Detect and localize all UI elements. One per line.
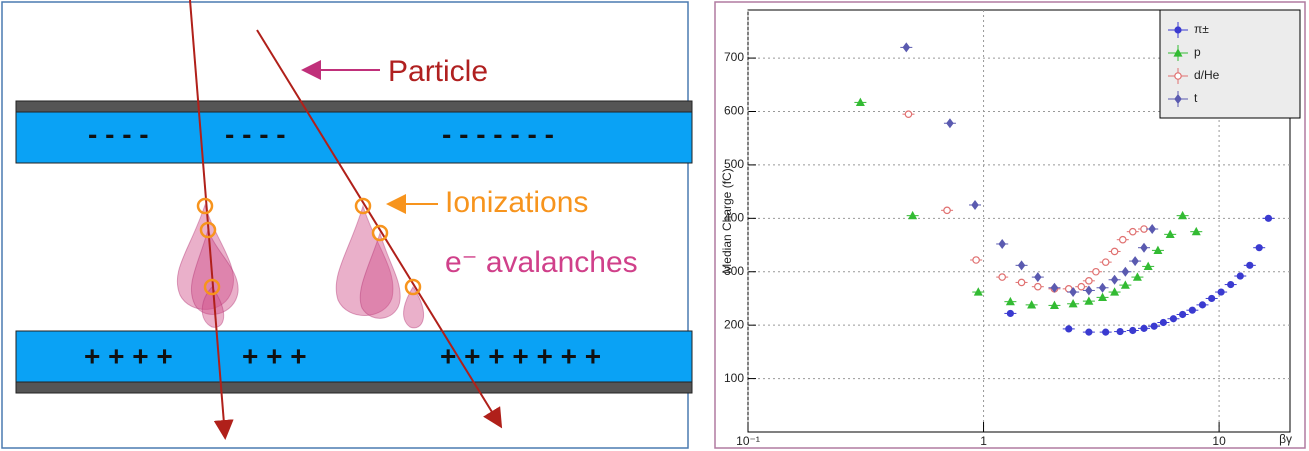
point xyxy=(1130,228,1136,234)
point xyxy=(905,111,911,117)
charge: - - - - - - - xyxy=(442,118,554,149)
point xyxy=(1237,273,1243,279)
charge: - - - - xyxy=(225,118,286,149)
y-tick-label: 400 xyxy=(724,211,744,225)
point xyxy=(1199,302,1205,308)
legend-marker xyxy=(1175,27,1181,33)
point xyxy=(1007,310,1013,316)
y-tick-label: 500 xyxy=(724,157,744,171)
y-tick-label: 100 xyxy=(724,371,744,385)
legend-marker xyxy=(1175,73,1181,79)
point xyxy=(1093,269,1099,275)
point xyxy=(1086,329,1092,335)
y-tick-label: 600 xyxy=(724,104,744,118)
point xyxy=(1170,316,1176,322)
point xyxy=(1103,329,1109,335)
point xyxy=(1160,319,1166,325)
point xyxy=(1018,279,1024,285)
figure: - - - - - - - - - - - - - - - + + + + + … xyxy=(0,0,1309,451)
point xyxy=(1218,289,1224,295)
point xyxy=(1256,245,1262,251)
point xyxy=(1120,236,1126,242)
y-tick-label: 200 xyxy=(724,317,744,331)
point xyxy=(1228,282,1234,288)
x-tick-label: 10⁻¹ xyxy=(736,434,760,448)
charge: - - - - xyxy=(88,118,149,149)
charge: + + + xyxy=(242,340,307,371)
point xyxy=(973,257,979,263)
point xyxy=(1117,329,1123,335)
point xyxy=(1066,326,1072,332)
point xyxy=(944,207,950,213)
point xyxy=(1102,259,1108,265)
x-tick-label: 1 xyxy=(980,434,987,448)
point xyxy=(1247,262,1253,268)
point xyxy=(1111,248,1117,254)
point xyxy=(1209,295,1215,301)
legend-label: π± xyxy=(1194,22,1209,36)
point xyxy=(1265,215,1271,221)
x-axis-label: βγ xyxy=(1279,432,1292,446)
point xyxy=(1130,328,1136,334)
x-tick-label: 10 xyxy=(1212,434,1226,448)
label: Ionizations xyxy=(445,186,588,219)
charge: + + + + xyxy=(84,340,173,371)
label: Particle xyxy=(388,55,488,88)
point xyxy=(1086,278,1092,284)
legend xyxy=(1160,10,1300,118)
y-tick-label: 700 xyxy=(724,50,744,64)
point xyxy=(1078,284,1084,290)
point xyxy=(1035,284,1041,290)
detector-diagram: - - - - - - - - - - - - - - - + + + + + … xyxy=(2,0,692,448)
y-tick-label: 300 xyxy=(724,264,744,278)
point xyxy=(1141,325,1147,331)
point xyxy=(1151,323,1157,329)
point xyxy=(1189,307,1195,313)
legend-label: d/He xyxy=(1194,68,1220,82)
legend-label: p xyxy=(1194,45,1201,59)
electrode xyxy=(16,382,692,393)
label: e⁻ avalanches xyxy=(445,246,638,279)
point xyxy=(999,274,1005,280)
electrode xyxy=(16,101,692,112)
point xyxy=(1180,311,1186,317)
